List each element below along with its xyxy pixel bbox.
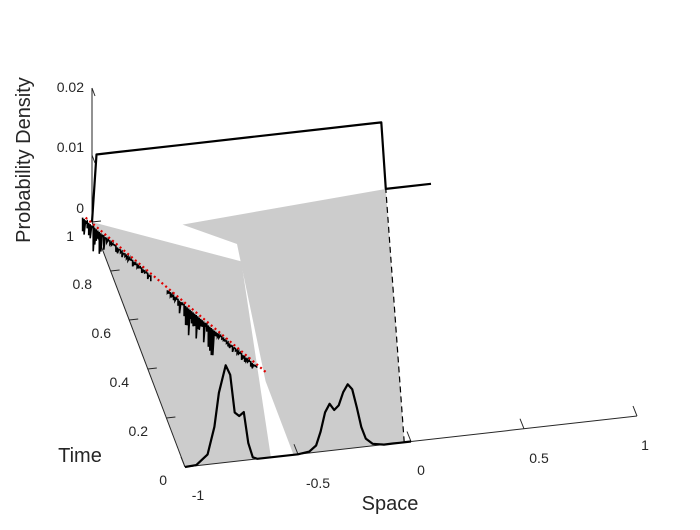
- y-tick-label-5: 1: [66, 228, 74, 244]
- support-band-region-1: [182, 188, 405, 455]
- y-tick-mark-3: [129, 318, 139, 321]
- x-tick-label-2: 0: [417, 462, 425, 478]
- y-tick-label-3: 0.6: [92, 325, 112, 341]
- z-tick-label-2: 0.02: [57, 79, 84, 95]
- z-axis-label: Probability Density: [13, 77, 35, 243]
- z-tick-mark-1: [91, 154, 96, 164]
- x-tick-mark-1: [293, 444, 299, 455]
- z-tick-label-1: 0.01: [57, 139, 84, 155]
- x-tick-mark-0: [180, 456, 186, 468]
- y-tick-label-0: 0: [159, 472, 167, 488]
- final-density-line: [90, 121, 432, 223]
- support-edge-dashed: [385, 188, 405, 443]
- x-tick-mark-4: [632, 405, 638, 417]
- y-tick-mark-5: [91, 220, 102, 223]
- concentrating-trajectory: [81, 217, 258, 369]
- y-tick-label-2: 0.4: [110, 374, 130, 390]
- support-band-region-0: [92, 222, 271, 467]
- x-axis-label: Space: [362, 493, 419, 515]
- x-tick-mark-3: [519, 418, 525, 429]
- time-axis-line: [91, 221, 186, 468]
- x-tick-label-1: -0.5: [306, 475, 330, 491]
- y-tick-mark-4: [110, 269, 120, 272]
- series-lines: [81, 121, 432, 469]
- z-tick-mark-2: [91, 87, 96, 97]
- initial-density-line: [184, 364, 412, 469]
- x-tick-mark-2: [406, 431, 412, 442]
- support-band: [92, 188, 405, 467]
- x-tick-label-3: 0.5: [529, 450, 549, 466]
- y-tick-mark-1: [166, 416, 176, 419]
- y-tick-mark-2: [147, 367, 157, 370]
- y-tick-label-1: 0.2: [129, 423, 149, 439]
- y-tick-label-4: 0.8: [73, 276, 93, 292]
- x-tick-label-0: -1: [192, 487, 205, 503]
- x-tick-label-4: 1: [641, 437, 649, 453]
- y-axis-label: Time: [58, 445, 102, 467]
- z-tick-label-0: 0: [76, 200, 84, 216]
